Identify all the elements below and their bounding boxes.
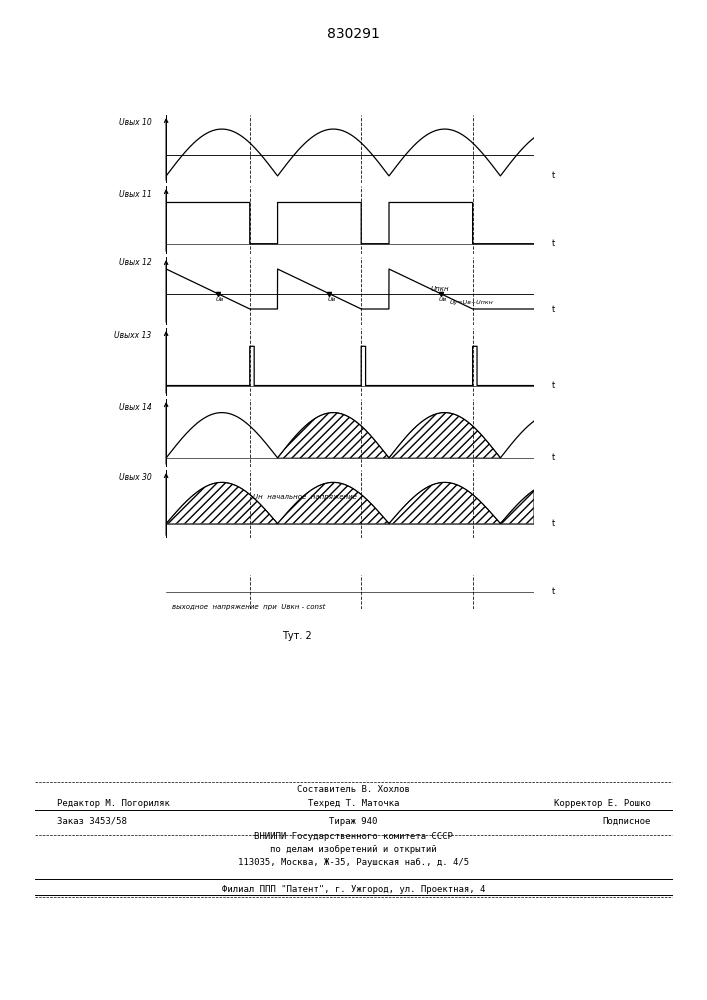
Text: t: t bbox=[552, 171, 556, 180]
Text: Uвых 14: Uвых 14 bbox=[119, 403, 151, 412]
Text: 830291: 830291 bbox=[327, 27, 380, 41]
Text: Uвых 30: Uвых 30 bbox=[119, 473, 151, 482]
Text: t: t bbox=[552, 304, 556, 314]
Text: Заказ 3453/58: Заказ 3453/58 bbox=[57, 817, 127, 826]
Text: t: t bbox=[552, 381, 556, 390]
Text: t: t bbox=[552, 587, 556, 596]
Text: Uвыхх 13: Uвыхх 13 bbox=[115, 331, 151, 340]
Text: Техред Т. Маточка: Техред Т. Маточка bbox=[308, 799, 399, 808]
Text: Uвых 12: Uвых 12 bbox=[119, 258, 151, 267]
Text: t: t bbox=[552, 453, 556, 462]
Text: Составитель В. Хохлов: Составитель В. Хохлов bbox=[297, 785, 410, 794]
Text: Uв: Uв bbox=[327, 297, 336, 302]
Text: Подписное: Подписное bbox=[602, 817, 650, 826]
Text: Uв: Uв bbox=[216, 297, 224, 302]
Text: Τут. 2: Τут. 2 bbox=[282, 631, 312, 641]
Text: Uу=Uв+Uпкн: Uу=Uв+Uпкн bbox=[449, 300, 493, 305]
Text: Редактор М. Погориляк: Редактор М. Погориляк bbox=[57, 799, 170, 808]
Text: Uвых 11: Uвых 11 bbox=[119, 190, 151, 199]
Text: Uпкн: Uпкн bbox=[431, 286, 450, 292]
Text: ВНИИПИ Государственного комитета СССР: ВНИИПИ Государственного комитета СССР bbox=[254, 832, 453, 841]
Text: Филиал ППП "Патент", г. Ужгород, ул. Проектная, 4: Филиал ППП "Патент", г. Ужгород, ул. Про… bbox=[222, 885, 485, 894]
Text: 113035, Москва, Ж-35, Раушская наб., д. 4/5: 113035, Москва, Ж-35, Раушская наб., д. … bbox=[238, 858, 469, 867]
Text: выходное  напряжение  при  Uвкн - const: выходное напряжение при Uвкн - const bbox=[172, 604, 325, 610]
Text: Корректор Е. Рошко: Корректор Е. Рошко bbox=[554, 799, 650, 808]
Text: t: t bbox=[552, 239, 556, 248]
Text: Тираж 940: Тираж 940 bbox=[329, 817, 378, 826]
Text: Uн  начальное  напряжение: Uн начальное напряжение bbox=[253, 494, 357, 500]
Text: по делам изобретений и открытий: по делам изобретений и открытий bbox=[270, 845, 437, 854]
Text: Uвых 10: Uвых 10 bbox=[119, 118, 151, 127]
Text: t: t bbox=[552, 519, 556, 528]
Text: Uв: Uв bbox=[439, 297, 447, 302]
